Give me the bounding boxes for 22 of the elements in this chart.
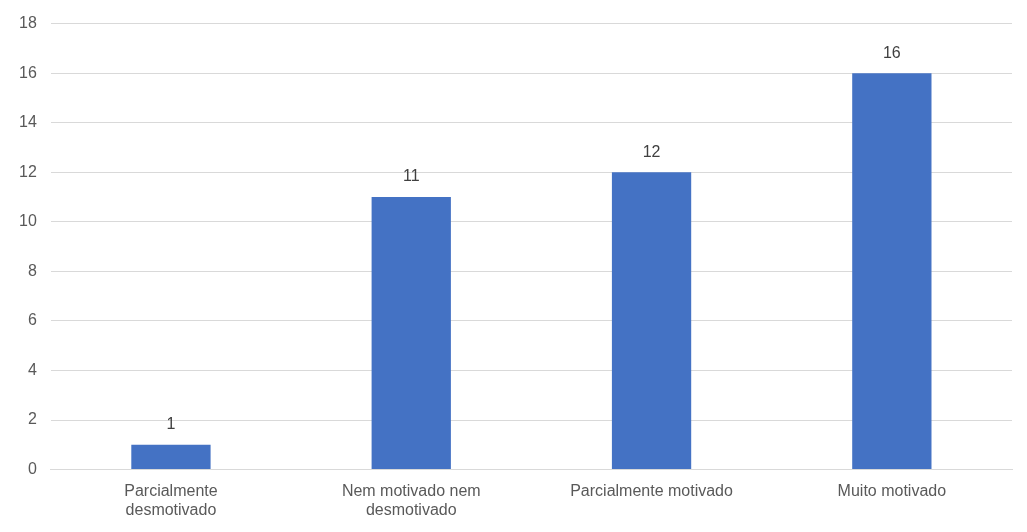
y-tick-label: 16 [19,63,37,81]
y-tick-label: 14 [19,113,37,131]
y-tick-label: 6 [27,311,37,329]
y-tick-label: 0 [27,460,37,478]
data-label: 16 [882,43,901,61]
x-tick-label: Nem motivado nem desmotivado [341,481,481,518]
y-tick-label: 4 [27,360,37,378]
y-tick-label: 12 [19,162,37,180]
bar [131,444,211,470]
x-tick-label: Muito motivado [837,481,947,499]
y-tick-label: 10 [19,212,37,230]
y-tick-label: 18 [19,14,37,32]
data-label: 11 [402,167,420,185]
y-tick-label: 2 [27,410,37,428]
x-tick-label: Parcialmente desmotivado [124,481,218,518]
bar [371,197,451,470]
x-tick-label: Parcialmente motivado [570,481,734,499]
y-tick-label: 8 [27,261,37,279]
bar [611,172,692,470]
data-label: 1 [166,415,176,433]
data-label: 12 [642,142,661,160]
bar [852,73,932,470]
